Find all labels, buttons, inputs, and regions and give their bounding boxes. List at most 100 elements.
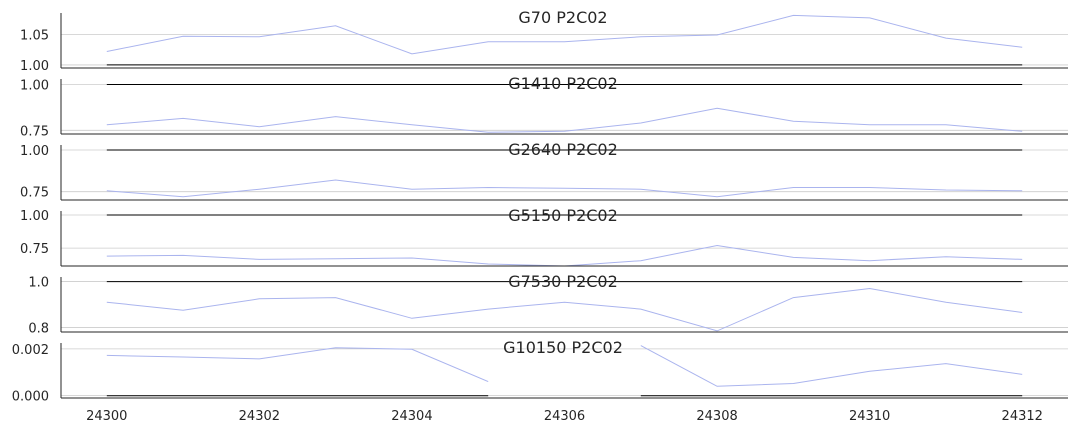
y-tick-label: 1.05: [20, 28, 49, 43]
data-point: [106, 51, 107, 52]
data-point: [793, 214, 794, 215]
y-tick-label: 0.000: [12, 390, 49, 405]
series-line-ratio: [106, 14, 1023, 55]
data-point: [488, 64, 489, 65]
data-point: [1022, 149, 1023, 150]
data-point: [1022, 47, 1023, 48]
data-point: [411, 214, 412, 215]
data-point: [335, 281, 336, 282]
data-point: [335, 84, 336, 85]
data-point: [793, 297, 794, 298]
panel-title: G5150 P2C02: [508, 206, 618, 225]
data-point: [259, 259, 260, 260]
data-point: [716, 386, 717, 387]
data-point: [640, 84, 641, 85]
data-point: [488, 132, 489, 133]
data-point: [259, 64, 260, 65]
data-point: [488, 149, 489, 150]
x-tick-label: 24300: [86, 409, 127, 424]
y-tick-label: 1.00: [20, 209, 49, 224]
data-point: [945, 302, 946, 303]
x-tick-label: 24304: [391, 409, 432, 424]
data-point: [259, 298, 260, 299]
data-point: [793, 149, 794, 150]
data-point: [869, 260, 870, 261]
data-point: [411, 149, 412, 150]
data-point: [716, 281, 717, 282]
data-point: [869, 281, 870, 282]
data-point: [945, 281, 946, 282]
data-point: [106, 281, 107, 282]
data-point: [182, 255, 183, 256]
data-point: [335, 297, 336, 298]
data-point: [182, 214, 183, 215]
y-tick-label: 1.0: [28, 276, 49, 291]
data-point: [259, 395, 260, 396]
data-point: [259, 36, 260, 37]
data-point: [1022, 281, 1023, 282]
y-tick-label: 0.75: [20, 124, 49, 139]
data-point: [869, 371, 870, 372]
panel-title: G7530 P2C02: [508, 272, 618, 291]
data-point: [716, 149, 717, 150]
y-tick-label: 1.00: [20, 59, 49, 74]
data-point: [106, 355, 107, 356]
x-tick-label: 24302: [239, 409, 280, 424]
panel-title: G10150 P2C02: [503, 338, 623, 357]
data-point: [488, 41, 489, 42]
data-point: [1022, 214, 1023, 215]
data-point: [716, 245, 717, 246]
data-point: [793, 187, 794, 188]
y-tick-label: 1.00: [20, 144, 49, 159]
data-point: [1022, 374, 1023, 375]
data-point: [106, 214, 107, 215]
data-point: [945, 189, 946, 190]
data-point: [259, 281, 260, 282]
data-point: [869, 288, 870, 289]
data-point: [640, 64, 641, 65]
y-tick-label: 1.00: [20, 79, 49, 94]
data-point: [488, 281, 489, 282]
series-line-ratio: [106, 347, 489, 383]
data-point: [411, 124, 412, 125]
data-point: [488, 84, 489, 85]
x-tick-label: 24308: [696, 409, 737, 424]
data-point: [182, 36, 183, 37]
data-point: [640, 260, 641, 261]
series-line-ratio: [640, 345, 1023, 387]
series-line-ratio: [106, 107, 1023, 133]
data-point: [488, 263, 489, 264]
data-point: [640, 36, 641, 37]
data-point: [716, 196, 717, 197]
data-point: [640, 281, 641, 282]
data-point: [945, 84, 946, 85]
data-point: [716, 108, 717, 109]
data-point: [182, 64, 183, 65]
data-point: [1022, 259, 1023, 260]
series-line-ratio: [106, 179, 1023, 198]
data-point: [793, 64, 794, 65]
data-point: [411, 189, 412, 190]
data-point: [1022, 131, 1023, 132]
data-point: [335, 25, 336, 26]
data-point: [411, 318, 412, 319]
y-tick-label: 0.8: [28, 321, 49, 336]
data-point: [716, 64, 717, 65]
data-point: [335, 116, 336, 117]
data-point: [106, 255, 107, 256]
data-point: [716, 34, 717, 35]
data-point: [335, 214, 336, 215]
panel-title: G70 P2C02: [518, 8, 607, 27]
data-point: [259, 358, 260, 359]
data-point: [182, 395, 183, 396]
data-point: [1022, 84, 1023, 85]
series-line-ratio: [106, 287, 1023, 332]
data-point: [411, 53, 412, 54]
data-point: [564, 64, 565, 65]
data-point: [411, 281, 412, 282]
data-point: [945, 214, 946, 215]
data-point: [1022, 190, 1023, 191]
data-point: [335, 258, 336, 259]
data-point: [793, 121, 794, 122]
